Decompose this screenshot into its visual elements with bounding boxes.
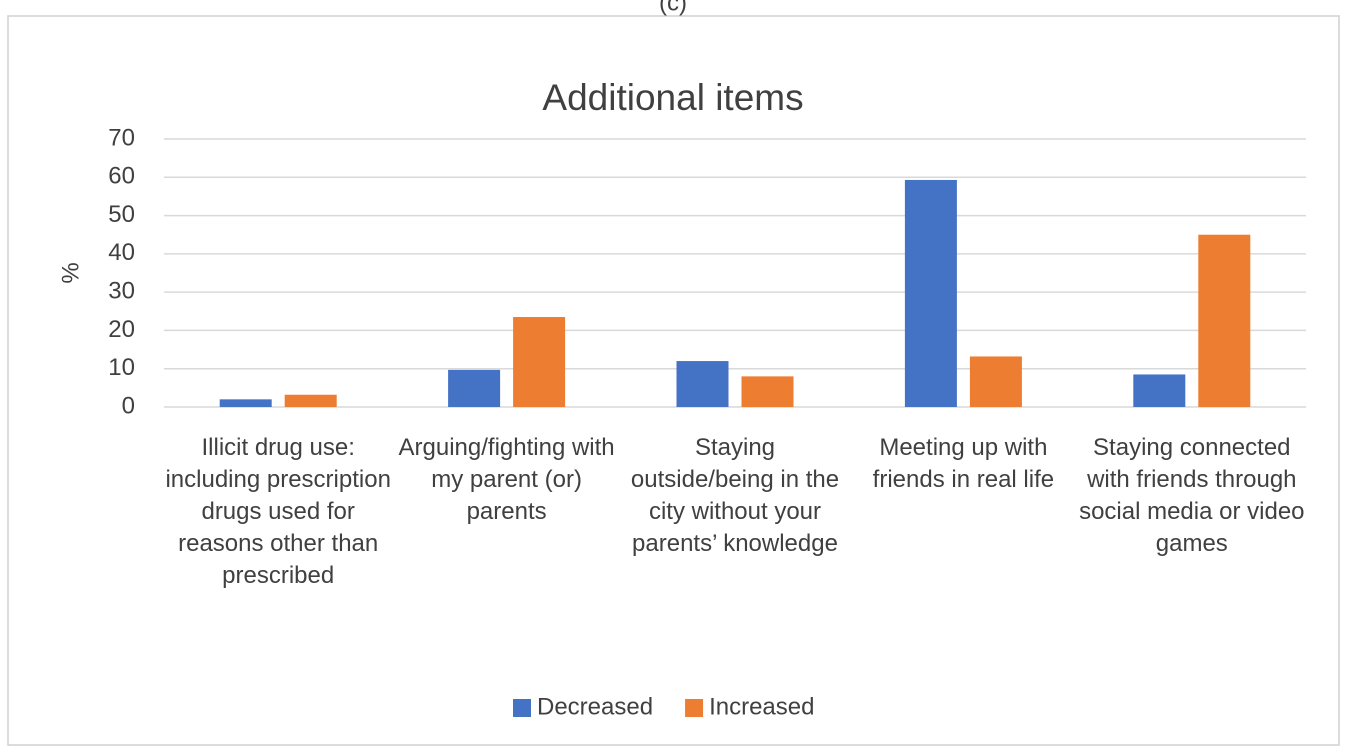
bar bbox=[969, 356, 1022, 407]
x-tick-label: Meeting up with friends in real life bbox=[872, 434, 1055, 493]
x-tick-label: Arguing/fighting with my parent (or) par… bbox=[398, 434, 615, 525]
bar bbox=[904, 179, 957, 407]
y-tick-label: 60 bbox=[108, 163, 135, 190]
x-tick-label: Staying connected with friends through s… bbox=[1079, 434, 1305, 557]
y-axis-label: % bbox=[57, 262, 84, 283]
y-tick-label: 40 bbox=[108, 239, 135, 266]
legend-swatch bbox=[513, 699, 531, 717]
y-tick-label: 50 bbox=[108, 201, 135, 228]
y-tick-label: 30 bbox=[108, 277, 135, 304]
legend-label: Increased bbox=[709, 693, 814, 720]
y-tick-label: 0 bbox=[122, 392, 135, 419]
bar bbox=[1198, 234, 1251, 407]
y-tick-label: 10 bbox=[108, 354, 135, 381]
panel-label: (c) bbox=[659, 0, 687, 16]
x-tick-label: Illicit drug use: including prescription… bbox=[165, 434, 391, 589]
y-tick-label: 20 bbox=[108, 316, 135, 343]
bar bbox=[513, 317, 566, 407]
chart-title: Additional items bbox=[542, 77, 803, 118]
chart-frame bbox=[7, 15, 1340, 746]
bar bbox=[741, 376, 794, 407]
bar bbox=[219, 399, 272, 407]
bar bbox=[448, 369, 501, 407]
legend-swatch bbox=[685, 699, 704, 717]
x-tick-label: Staying outside/being in the city withou… bbox=[630, 434, 840, 557]
y-tick-label: 70 bbox=[108, 124, 135, 151]
bar bbox=[284, 394, 337, 407]
bar bbox=[676, 361, 729, 407]
bar bbox=[1133, 374, 1186, 407]
legend-label: Decreased bbox=[537, 693, 653, 720]
